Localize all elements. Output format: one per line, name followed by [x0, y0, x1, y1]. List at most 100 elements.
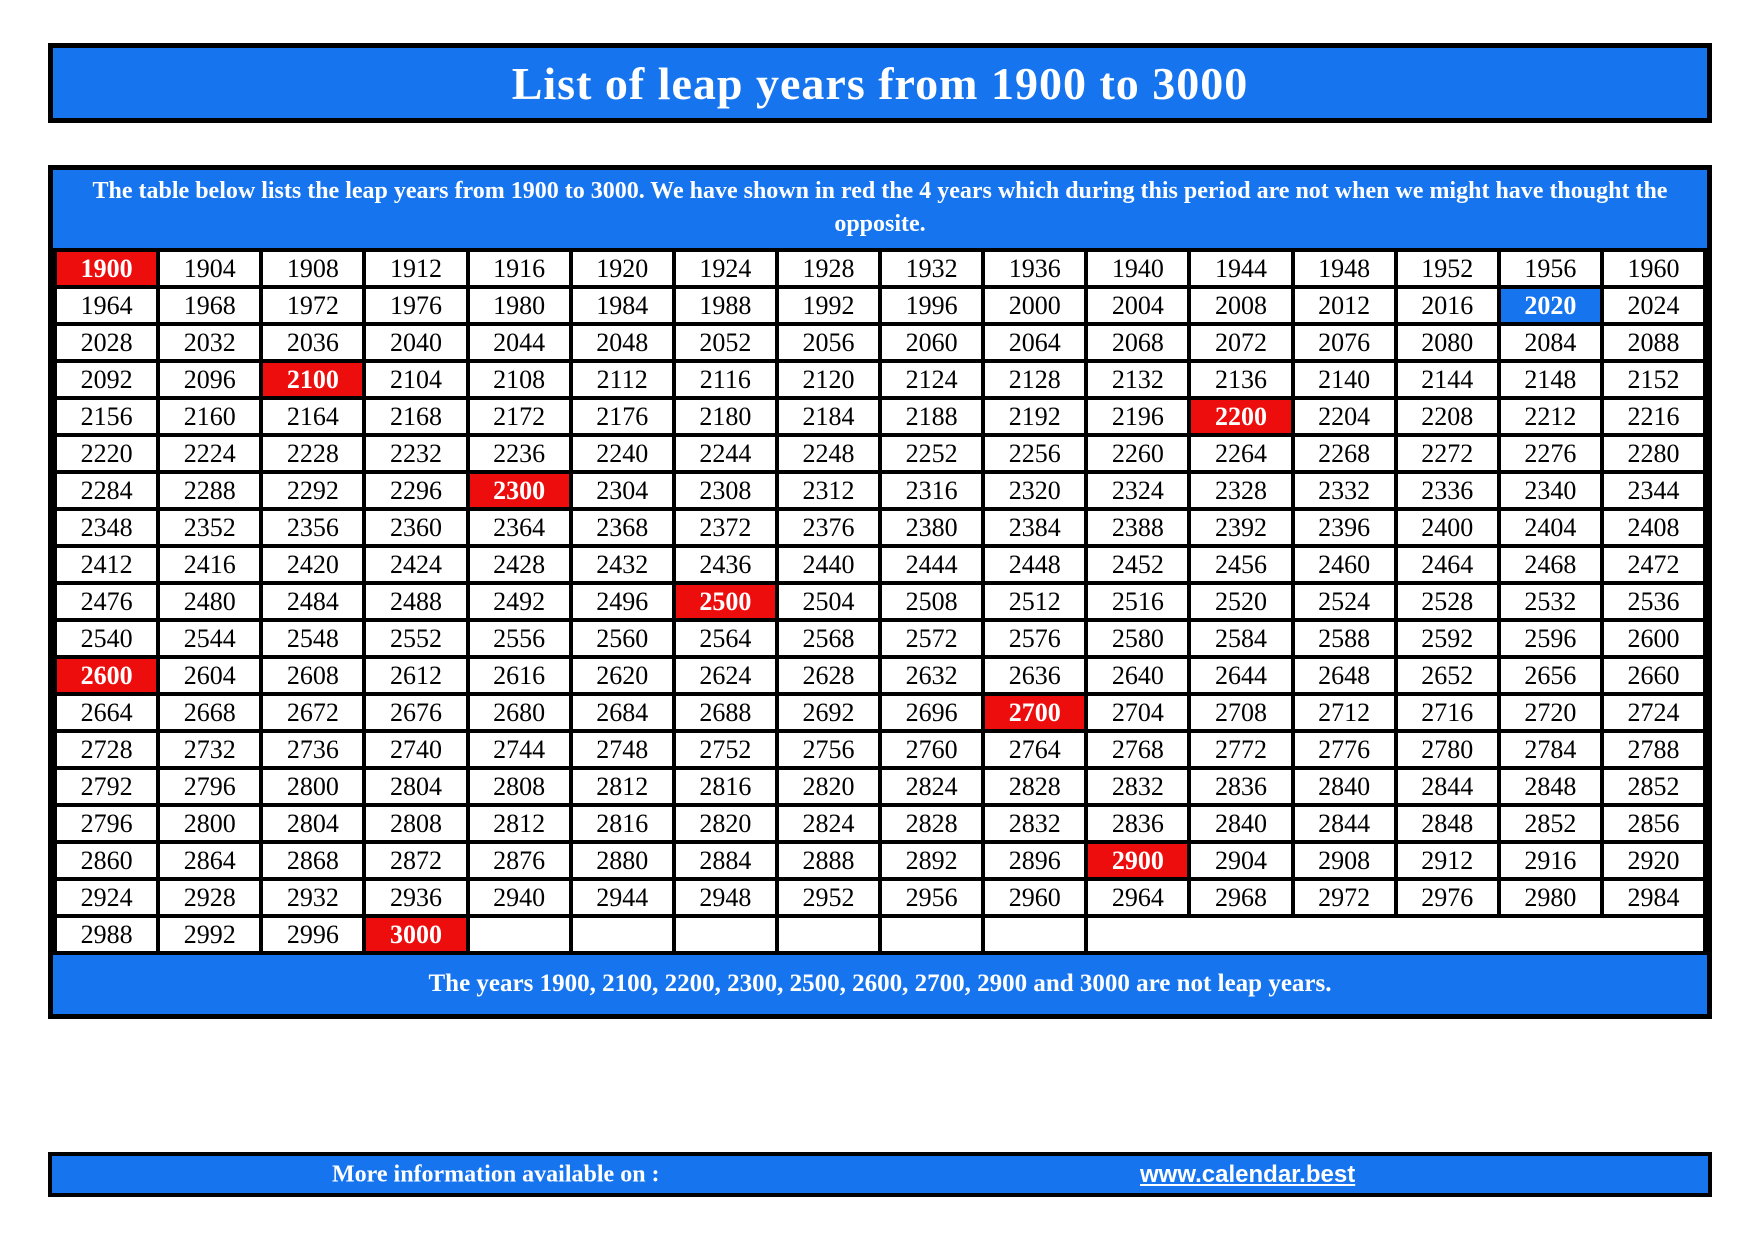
year-cell: 2460	[1290, 544, 1398, 586]
year-cell: 2436	[671, 544, 779, 586]
year-cell: 2804	[259, 803, 367, 845]
year-cell: 2976	[1393, 877, 1501, 919]
year-cell: 2024	[1599, 285, 1708, 327]
year-cell: 2180	[671, 396, 779, 438]
year-cell: 2432	[568, 544, 676, 586]
year-cell: 2332	[1290, 470, 1398, 512]
year-cell: 2572	[877, 618, 986, 660]
year-cell: 2108	[465, 359, 573, 401]
year-cell: 2988	[52, 914, 161, 956]
year-cell: 2524	[1290, 581, 1398, 623]
year-cell: 2760	[877, 729, 986, 771]
year-cell: 2812	[568, 766, 676, 808]
year-cell: 2132	[1084, 359, 1192, 401]
more-info-label: More information available on :	[332, 1161, 660, 1187]
year-cell: 1924	[671, 248, 779, 290]
year-cell: 2304	[568, 470, 676, 512]
table-row: 2988 2992 2996 3000	[52, 914, 1707, 956]
year-cell: 2616	[465, 655, 573, 697]
year-cell: 2100	[259, 359, 367, 401]
website-link[interactable]: www.calendar.best	[1140, 1160, 1356, 1188]
year-cell: 2296	[362, 470, 470, 512]
year-cell: 2176	[568, 396, 676, 438]
year-cell: 2820	[774, 766, 883, 808]
year-cell: 2272	[1393, 433, 1501, 475]
year-cell: 2736	[259, 729, 367, 771]
year-cell: 2496	[568, 581, 676, 623]
year-cell: 2412	[52, 544, 161, 586]
year-cell: 2212	[1496, 396, 1604, 438]
year-cell: 2552	[362, 618, 470, 660]
year-cell: 2712	[1290, 692, 1398, 734]
table-row: 2092 2096 2100 2104 2108 2112 2116 2120 2124 2128…	[52, 359, 1708, 401]
year-cell: 2188	[877, 396, 986, 438]
year-cell: 1952	[1393, 248, 1501, 290]
year-cell: 1936	[981, 248, 1089, 290]
year-cell: 2668	[156, 692, 264, 734]
year-cell: 2828	[981, 766, 1089, 808]
year-cell: 2832	[981, 803, 1089, 845]
table-row: 2284 2288 2292 2296 2300 2304 2308 2312 2316 2320…	[52, 470, 1708, 512]
year-cell: 2952	[774, 877, 883, 919]
year-cell: 2316	[877, 470, 986, 512]
empty-cell	[774, 914, 883, 956]
year-cell: 2004	[1084, 285, 1192, 327]
year-cell: 2372	[671, 507, 779, 549]
empty-cell	[981, 914, 1089, 956]
year-cell: 2908	[1290, 840, 1398, 882]
year-cell: 2920	[1599, 840, 1708, 882]
year-cell: 2640	[1084, 655, 1192, 697]
year-cell: 2076	[1290, 322, 1398, 364]
year-cell: 2636	[981, 655, 1089, 697]
year-cell: 2656	[1496, 655, 1604, 697]
year-cell: 2116	[671, 359, 779, 401]
year-cell: 2844	[1290, 803, 1398, 845]
year-cell: 2080	[1393, 322, 1501, 364]
table-row: 2412 2416 2420 2424 2428 2432 2436 2440 2444 2448…	[52, 544, 1708, 586]
year-cell: 2788	[1599, 729, 1708, 771]
year-cell: 2732	[156, 729, 264, 771]
year-cell: 2964	[1084, 877, 1192, 919]
year-cell: 2800	[156, 803, 264, 845]
year-cell: 2360	[362, 507, 470, 549]
year-cell: 2308	[671, 470, 779, 512]
year-cell: 2356	[259, 507, 367, 549]
year-cell: 2708	[1187, 692, 1295, 734]
year-cell: 2796	[156, 766, 264, 808]
year-cell: 2088	[1599, 322, 1708, 364]
year-cell: 1968	[156, 285, 264, 327]
year-cell: 1928	[774, 248, 883, 290]
year-cell: 2512	[981, 581, 1089, 623]
year-cell: 2260	[1084, 433, 1192, 475]
empty-cell	[671, 914, 779, 956]
year-cell: 2648	[1290, 655, 1398, 697]
table-row: 2792 2796 2800 2804 2808 2812 2816 2820 2824 2828…	[52, 766, 1708, 808]
year-cell: 2836	[1084, 803, 1192, 845]
year-cell: 2936	[362, 877, 470, 919]
year-cell: 2932	[259, 877, 367, 919]
year-cell: 2240	[568, 433, 676, 475]
year-cell: 2228	[259, 433, 367, 475]
table-row: 1900 1904 1908 1912 1916 1920 1924 1928 1932 1936…	[52, 248, 1708, 290]
year-cell: 2472	[1599, 544, 1708, 586]
year-cell: 2060	[877, 322, 986, 364]
year-cell: 2312	[774, 470, 883, 512]
year-cell: 2692	[774, 692, 883, 734]
year-cell: 1920	[568, 248, 676, 290]
year-cell: 2504	[774, 581, 883, 623]
year-cell: 2984	[1599, 877, 1708, 919]
year-cell: 2452	[1084, 544, 1192, 586]
year-cell: 2924	[52, 877, 161, 919]
year-cell: 2320	[981, 470, 1089, 512]
year-cell: 2068	[1084, 322, 1192, 364]
year-cell: 2876	[465, 840, 573, 882]
year-cell: 2808	[362, 803, 470, 845]
year-cell: 2824	[774, 803, 883, 845]
year-cell: 2440	[774, 544, 883, 586]
year-cell: 2576	[981, 618, 1089, 660]
year-cell: 2628	[774, 655, 883, 697]
year-cell: 2596	[1496, 618, 1604, 660]
year-cell: 2804	[362, 766, 470, 808]
year-cell: 2516	[1084, 581, 1192, 623]
